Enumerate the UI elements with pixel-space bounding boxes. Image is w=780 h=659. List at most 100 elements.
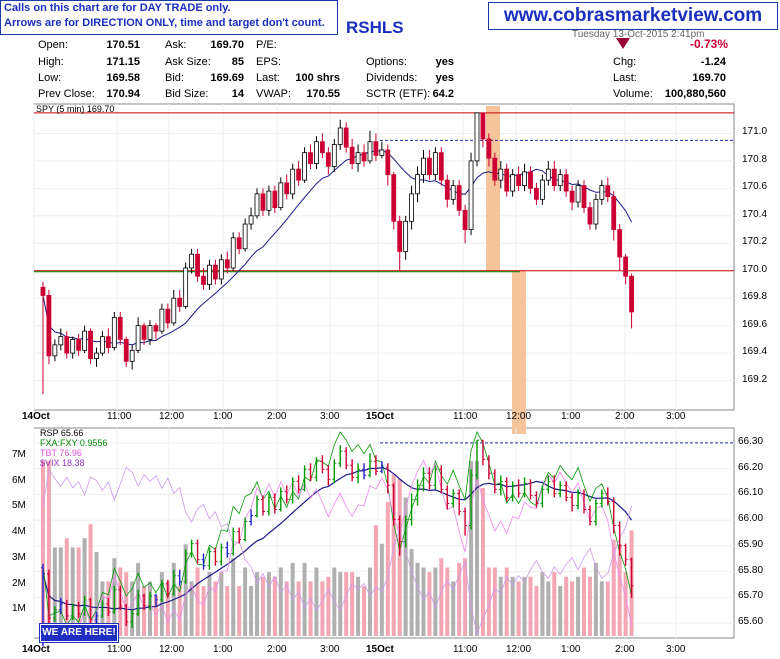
volume-bar bbox=[474, 460, 479, 636]
volume-bar bbox=[492, 567, 497, 636]
candle-body bbox=[474, 112, 480, 162]
volume-bar bbox=[486, 567, 491, 636]
high-label: High: bbox=[38, 56, 64, 68]
indicator-x-tick: 15Oct bbox=[366, 644, 394, 655]
volume-bar bbox=[272, 576, 277, 636]
price-legend: SPY (5 min) 169.70 bbox=[36, 104, 115, 114]
indicator-lines bbox=[42, 430, 633, 636]
indicator-x-tick: 11:00 bbox=[453, 644, 478, 655]
candle-body bbox=[331, 144, 337, 167]
candle-body bbox=[201, 275, 206, 285]
candle-body bbox=[480, 112, 486, 140]
tbt-line bbox=[42, 459, 632, 635]
volume-bar bbox=[379, 543, 384, 636]
volume-bar bbox=[558, 586, 563, 636]
candle-body bbox=[528, 171, 533, 189]
volume-bar bbox=[469, 460, 474, 636]
volume-bar bbox=[504, 567, 509, 636]
indicator-x-tick: 3:00 bbox=[666, 644, 686, 655]
ask-size-value: 85 bbox=[231, 56, 244, 68]
candle-body bbox=[141, 325, 147, 340]
price-candles bbox=[40, 112, 634, 395]
volume-bar bbox=[308, 581, 313, 636]
prev-close-label: Prev Close: bbox=[38, 88, 95, 100]
indicator-x-tick: 2:00 bbox=[267, 644, 287, 655]
indicator-x-tick: 3:00 bbox=[320, 644, 340, 655]
candle-body bbox=[337, 127, 343, 145]
price-x-tick: 14Oct bbox=[22, 411, 50, 422]
candle-body bbox=[177, 297, 183, 307]
candle-body bbox=[320, 141, 325, 154]
highlight-box bbox=[486, 106, 500, 271]
candle-body bbox=[349, 146, 355, 165]
price-x-tick: 11:00 bbox=[107, 411, 132, 422]
volume-bar bbox=[564, 576, 569, 636]
candle-body bbox=[266, 190, 272, 211]
candle-body bbox=[355, 152, 361, 165]
low-value: 169.58 bbox=[106, 72, 140, 84]
sctr-value: 64.2 bbox=[432, 88, 454, 100]
volume-bar bbox=[599, 581, 604, 636]
candle-body bbox=[539, 179, 545, 200]
volume-bar bbox=[552, 572, 557, 636]
candle-body bbox=[450, 185, 456, 200]
ask-value: 169.70 bbox=[210, 39, 244, 51]
volume-label: Volume: bbox=[613, 88, 653, 100]
candle-body bbox=[105, 336, 111, 349]
volume-bar bbox=[457, 562, 462, 636]
candle-body bbox=[207, 264, 212, 285]
open-label: Open: bbox=[38, 39, 68, 51]
candle-body bbox=[623, 256, 629, 277]
ask-label: Ask: bbox=[165, 39, 187, 51]
low-label: Low: bbox=[38, 72, 62, 84]
price-y-tick: 171.0 bbox=[742, 126, 768, 138]
price-y-tick: 170.0 bbox=[742, 263, 768, 275]
candle-body bbox=[135, 325, 141, 351]
candle-body bbox=[575, 185, 581, 203]
price-x-tick: 1:00 bbox=[561, 411, 581, 422]
candle-body bbox=[522, 171, 527, 187]
pe-label: P/E: bbox=[256, 39, 277, 51]
volume-bar bbox=[415, 562, 420, 636]
indicator-x-tick: 12:00 bbox=[159, 644, 185, 655]
dividends-value: yes bbox=[435, 72, 454, 84]
candle-body bbox=[111, 316, 117, 348]
volume-tick: 2M bbox=[12, 577, 26, 589]
indicator-y-tick: 66.10 bbox=[738, 487, 764, 499]
volume-bar bbox=[611, 539, 616, 636]
price-ma-line bbox=[42, 149, 633, 346]
volume-bar bbox=[362, 586, 367, 636]
symbol-title: RSHLS bbox=[346, 18, 404, 37]
volume-bar bbox=[266, 572, 271, 636]
volume-tick: 3M bbox=[12, 551, 26, 563]
candle-body bbox=[403, 220, 409, 252]
candle-body bbox=[415, 174, 420, 195]
candle-body bbox=[195, 253, 200, 277]
volume-tick: 1M bbox=[12, 603, 26, 615]
volume-bar bbox=[623, 572, 628, 636]
volume-bar bbox=[255, 572, 260, 636]
we-are-here-badge: WE ARE HERE! bbox=[39, 623, 119, 643]
notice-line-2: Arrows are for DIRECTION ONLY, time and … bbox=[4, 17, 325, 29]
candle-body bbox=[534, 187, 539, 200]
bid-size-label: Bid Size: bbox=[165, 88, 209, 100]
volume-bar bbox=[302, 562, 307, 636]
price-y-tick: 169.4 bbox=[742, 346, 768, 358]
candle-body bbox=[391, 174, 397, 222]
volume-bar bbox=[617, 544, 622, 636]
chg-label: Chg: bbox=[613, 56, 637, 68]
candle-body bbox=[385, 149, 391, 176]
price-y-tick: 170.2 bbox=[742, 236, 768, 248]
indicator-y-tick: 65.70 bbox=[738, 590, 764, 602]
indicator-y-tick: 65.90 bbox=[738, 538, 764, 550]
candle-body bbox=[218, 259, 224, 280]
vwap-label: VWAP: bbox=[256, 88, 292, 100]
brand-url[interactable]: www.cobrasmarketview.com bbox=[488, 2, 778, 30]
last-value: 169.70 bbox=[692, 72, 726, 84]
rsp-ma-line bbox=[42, 466, 633, 611]
ask-size-label: Ask Size: bbox=[165, 56, 211, 68]
candle-body bbox=[230, 237, 236, 269]
candle-body bbox=[40, 286, 46, 296]
